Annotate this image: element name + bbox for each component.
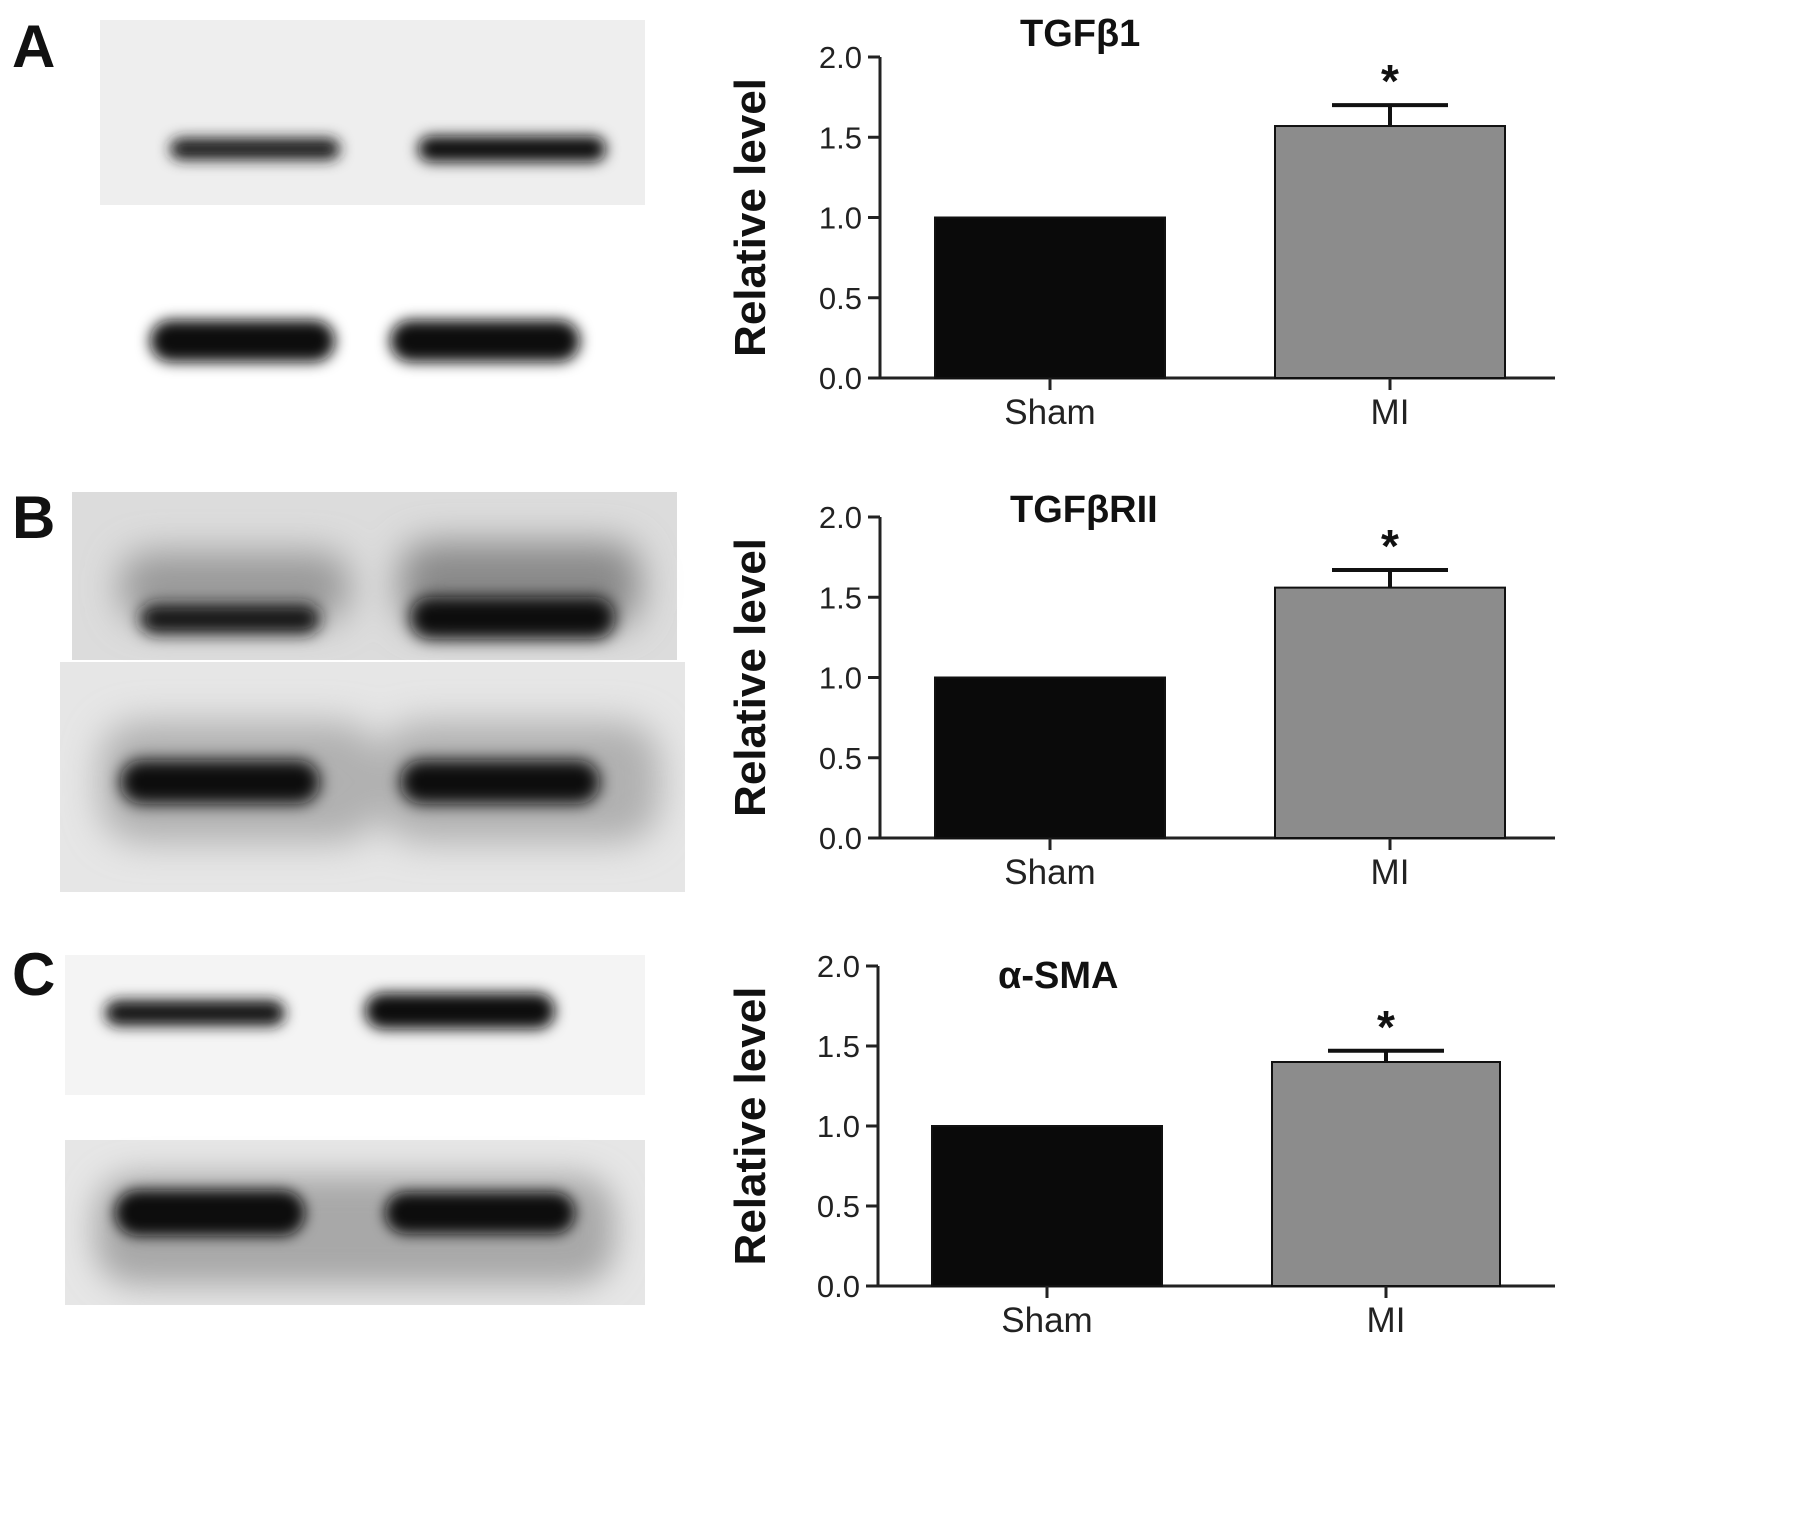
y-tick-label: 1.0	[819, 661, 862, 696]
bar-mi	[1274, 125, 1506, 379]
significance-marker: *	[1377, 1001, 1395, 1053]
bar-sham	[934, 216, 1166, 379]
y-tick-label: 1.0	[819, 201, 862, 236]
y-tick-label: 0.0	[819, 821, 862, 856]
y-tick-label: 1.0	[817, 1109, 860, 1144]
y-tick-label: 1.5	[819, 580, 862, 615]
y-tick-label: 0.5	[819, 281, 862, 316]
x-tick-label: MI	[1371, 853, 1410, 892]
bar-mi	[1274, 586, 1506, 839]
x-tick-label: MI	[1367, 1301, 1406, 1340]
bar-sham	[934, 676, 1166, 839]
x-tick-label: Sham	[1004, 853, 1095, 892]
x-tick-label: MI	[1371, 393, 1410, 432]
y-tick-label: 0.0	[817, 1269, 860, 1304]
bar-sham	[931, 1125, 1163, 1287]
y-tick-label: 1.5	[817, 1029, 860, 1064]
y-axis-label: Relative level	[726, 538, 775, 817]
x-tick-label: Sham	[1004, 393, 1095, 432]
y-tick-label: 0.5	[817, 1189, 860, 1224]
significance-marker: *	[1381, 55, 1399, 107]
panel-label-c: C	[12, 941, 56, 1008]
y-axis-label: Relative level	[726, 987, 775, 1266]
western-blot-b	[60, 492, 685, 892]
bar-mi	[1271, 1061, 1501, 1287]
y-tick-label: 1.5	[819, 120, 862, 155]
significance-marker: *	[1381, 520, 1399, 572]
western-blot-c	[65, 955, 645, 1305]
panel-label-b: B	[12, 484, 56, 551]
x-tick-label: Sham	[1001, 1301, 1092, 1340]
panel-label-a: A	[12, 13, 56, 80]
y-tick-label: 0.5	[819, 741, 862, 776]
chart-title: α-SMA	[998, 955, 1118, 997]
chart-title: TGFβRII	[1010, 489, 1158, 531]
y-tick-label: 0.0	[819, 361, 862, 396]
y-tick-label: 2.0	[817, 949, 860, 984]
chart-title: TGFβ1	[1020, 13, 1140, 55]
y-tick-label: 2.0	[819, 500, 862, 535]
western-blot-a	[100, 20, 645, 420]
y-axis-label: Relative level	[726, 78, 775, 357]
y-tick-label: 2.0	[819, 40, 862, 75]
